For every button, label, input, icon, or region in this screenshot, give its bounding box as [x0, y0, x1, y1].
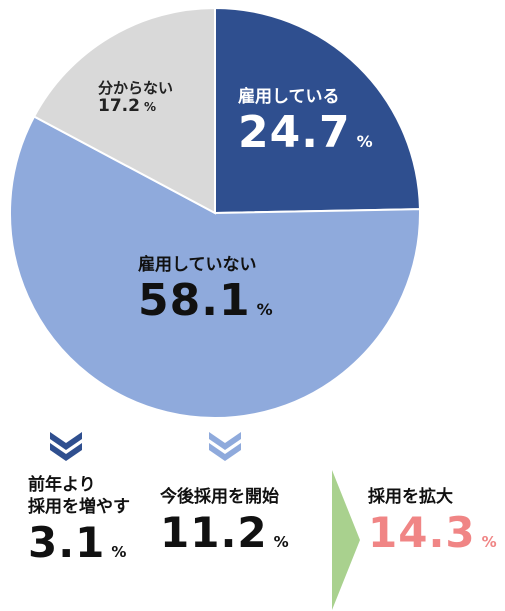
slice-value-not-employing: 58.1 [138, 274, 251, 326]
increase-value: 3.1 [28, 518, 106, 567]
expand-label: 採用を拡大 [368, 487, 453, 507]
slice-value-employing: 24.7 [238, 106, 351, 158]
double-chevron-down-icon [50, 432, 82, 461]
chevron-lower [50, 443, 82, 461]
breakdown-expand: 採用を拡大 14.3% [368, 486, 497, 557]
arrow-right-icon [332, 470, 360, 610]
chevron-upper [209, 432, 241, 450]
slice-label-employing: 雇用している 24.7% [238, 87, 373, 158]
slice-name-unknown: 分からない [98, 79, 174, 97]
chevron-lower [209, 443, 241, 461]
double-chevron-down-icon [209, 432, 241, 461]
start-value: 11.2 [160, 508, 268, 557]
slice-value-unknown: 17.2 [98, 96, 140, 117]
start-label: 今後採用を開始 [160, 487, 279, 507]
pie-slice-employing [214, 6, 421, 215]
increase-label-line2: 採用を増やす [28, 497, 130, 517]
slice-unit-employing: % [356, 131, 373, 151]
slice-name-not-employing: 雇用していない [138, 255, 257, 275]
pie-slice-unknown [32, 6, 216, 215]
breakdown-start: 今後採用を開始 11.2% [160, 486, 289, 557]
increase-unit: % [111, 543, 127, 561]
chevron-upper [50, 432, 82, 450]
breakdown-increase: 前年より 採用を増やす 3.1% [28, 474, 130, 567]
expand-value: 14.3 [368, 508, 476, 557]
increase-label-line1: 前年より [28, 475, 96, 495]
slice-unit-not-employing: % [256, 299, 273, 319]
pie-slice-not-employing [9, 115, 421, 419]
slice-name-employing: 雇用している [238, 87, 340, 107]
expand-unit: % [481, 533, 497, 551]
slice-label-unknown: 分からない 17.2% [98, 79, 174, 117]
slice-label-not-employing: 雇用していない 58.1% [138, 255, 273, 326]
slice-unit-unknown: % [143, 100, 156, 115]
pie-chart [9, 6, 421, 419]
start-unit: % [273, 533, 289, 551]
